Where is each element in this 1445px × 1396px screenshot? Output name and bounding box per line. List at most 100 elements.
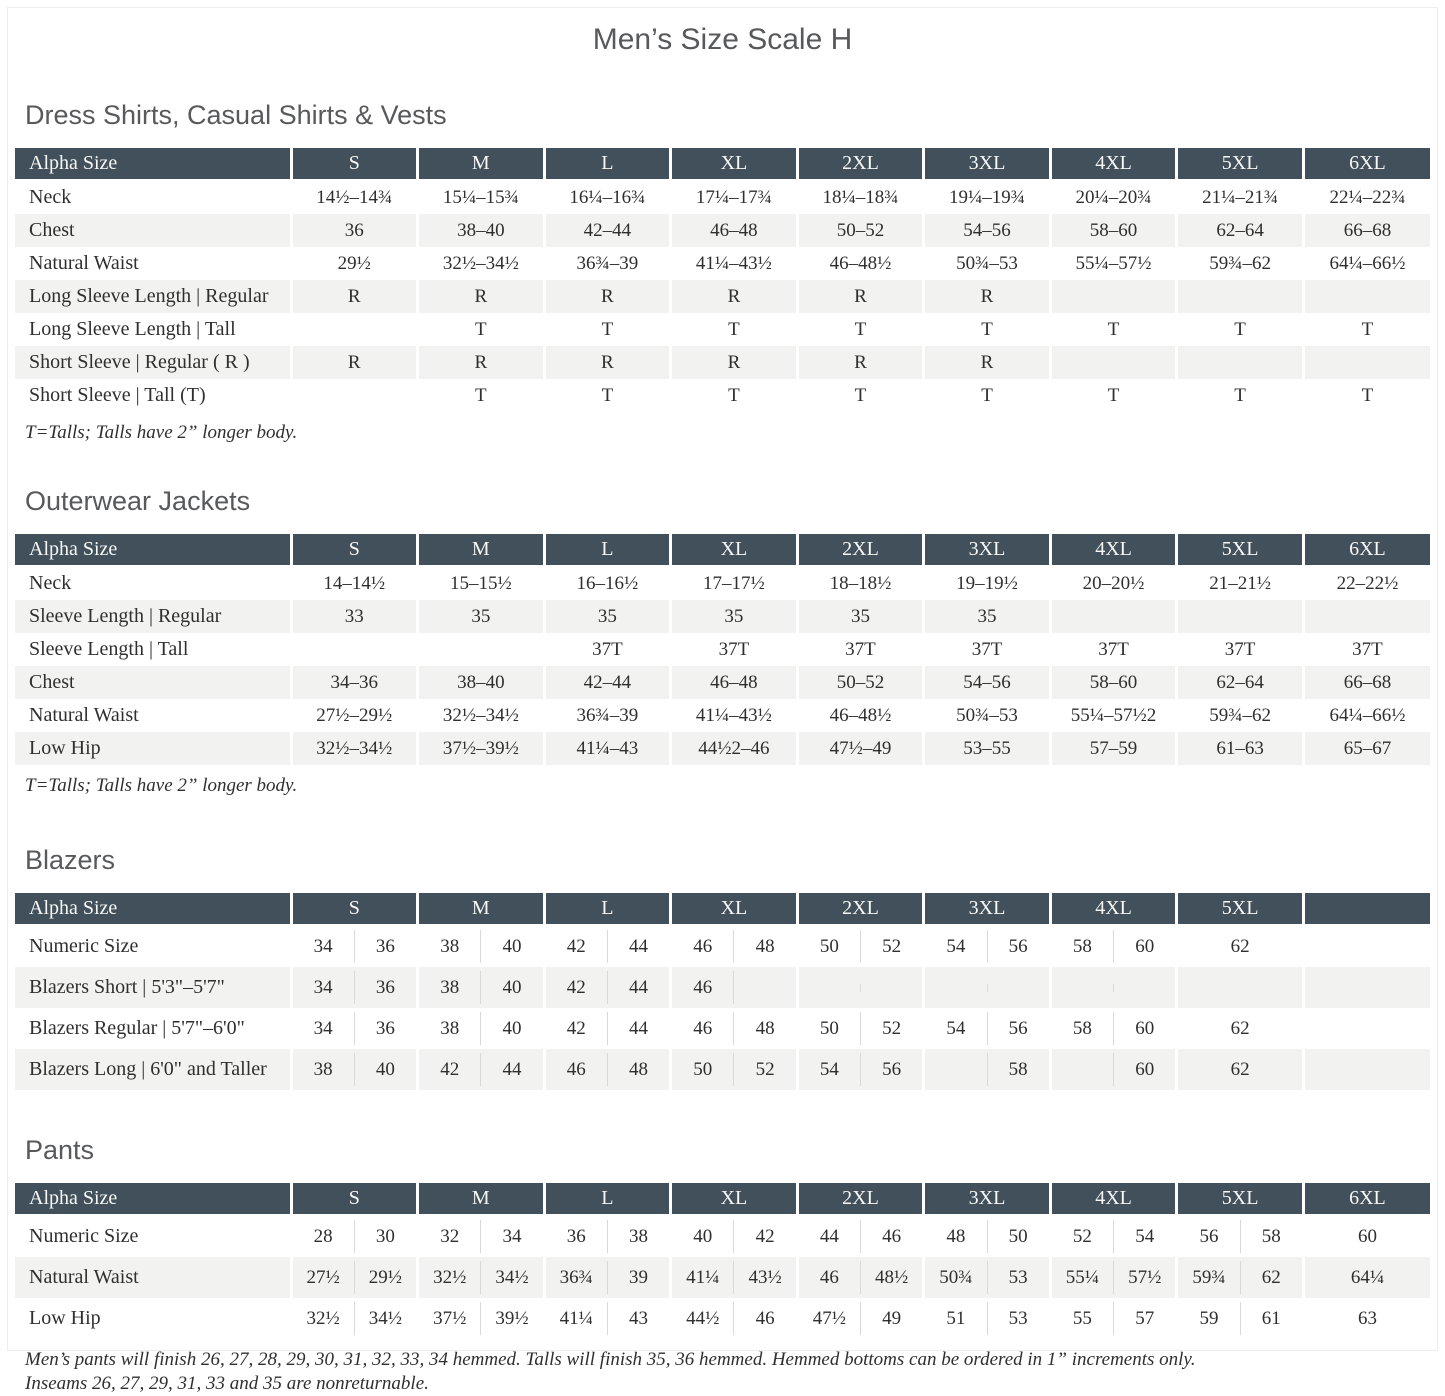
table-row: Blazers Long | 6'0" and Taller 38 40 42 44 46… [15, 1049, 1430, 1090]
size-value-cell [1175, 280, 1304, 313]
size-value [1113, 983, 1175, 992]
size-value-cell: 37T [922, 633, 1051, 666]
size-value-cell: 55¼–57½ [1048, 247, 1177, 280]
size-value: 54 [819, 1059, 839, 1080]
size-value: 56 [986, 1012, 1049, 1045]
size-value-cell: 51 53 [922, 1298, 1051, 1339]
column-header: 6XL [1301, 148, 1430, 181]
size-value: 48 [946, 1226, 966, 1247]
table-row: Numeric Size 34 36 38 40 42 44 46 48 50 52 54 56 58 60… [15, 925, 1430, 967]
size-value-cell: 57–59 [1048, 732, 1177, 765]
size-value: 56 [859, 1053, 922, 1086]
size-value: 39½ [480, 1302, 542, 1335]
size-value: 48 [606, 1053, 669, 1086]
section-heading: Pants [25, 1135, 95, 1165]
column-header: L [542, 148, 671, 181]
size-value [799, 984, 860, 992]
size-value: 54 [946, 936, 966, 957]
table-footnote: T=Talls; Talls have 2” longer body. [25, 775, 298, 796]
size-value-cell: 42 44 [542, 925, 671, 967]
size-value-cell: 66–68 [1301, 666, 1430, 699]
column-header: XL [669, 893, 798, 926]
size-value-cell: 62 [1175, 1008, 1304, 1049]
size-value-cell: 36 38 [542, 1215, 671, 1257]
size-value [733, 971, 795, 1004]
size-value: 46 [693, 977, 713, 998]
size-value: 27½ [306, 1267, 340, 1288]
size-value: 41¼ [686, 1267, 720, 1288]
size-value: 32½ [306, 1308, 340, 1329]
size-value [986, 983, 1049, 992]
size-value: 53 [986, 1302, 1049, 1335]
row-label: Short Sleeve | Tall (T) [29, 384, 206, 406]
size-value-cell: 59 61 [1175, 1298, 1304, 1339]
column-header: 4XL [1048, 893, 1177, 926]
size-value: 32 [440, 1226, 460, 1247]
size-value-cell [1175, 967, 1304, 1008]
size-value-cell: 58 60 [1048, 925, 1177, 967]
size-value-cell: 46–48½ [795, 699, 924, 732]
column-header: Alpha Size [15, 148, 291, 181]
size-value-cell: 36 [289, 214, 418, 247]
size-value: 50 [819, 936, 839, 957]
size-value-cell: 42 44 [416, 1049, 545, 1090]
size-value-cell: 59¾ 62 [1175, 1257, 1304, 1298]
size-value-cell [1301, 346, 1430, 379]
pants-table-holder: Alpha Size S M L XL 2XL 3XL 4XL 5XL 6XL Numeric Si… [15, 1183, 1430, 1339]
table-row: Chest 34–36 38–40 42–44 46–48 50–52 54–56 58–60… [15, 666, 1430, 699]
table-row: Blazers Regular | 5'7"–6'0" 34 36 38 40 42 44 4… [15, 1008, 1430, 1049]
size-value: 44 [606, 1012, 669, 1045]
size-value-cell: 35 [669, 600, 798, 633]
size-value: 60 [1113, 930, 1175, 963]
row-label: Blazers Regular | 5'7"–6'0" [29, 1017, 245, 1039]
table-row: Natural Waist 27½–29½ 32½–34½ 36¾–39 41¼–43½… [15, 699, 1430, 732]
size-value-cell: 50–52 [795, 214, 924, 247]
row-label: Sleeve Length | Tall [29, 638, 189, 660]
size-value-cell: 14½–14¾ [289, 180, 418, 214]
table-row: Blazers Short | 5'3"–5'7" 34 36 38 40 42 44 46 [15, 967, 1430, 1008]
table-footnote: Men’s pants will finish 26, 27, 28, 29, … [25, 1349, 1196, 1370]
size-value [1052, 1053, 1113, 1086]
size-value-cell: R [795, 346, 924, 379]
row-label: Low Hip [15, 732, 291, 765]
table-row: Neck 14½–14¾ 15¼–15¾ 16¼–16¾ 17¼–17¾ 18¼–18¾ 1… [15, 180, 1430, 214]
size-value-cell: 41¼ 43½ [669, 1257, 798, 1298]
size-value-cell: R [542, 346, 671, 379]
size-value: 57 [1113, 1302, 1175, 1335]
size-value-cell [922, 967, 1051, 1008]
size-value-cell: T [1175, 313, 1304, 346]
size-value-cell: 46 48 [669, 925, 798, 967]
size-value-cell: 36¾ 39 [542, 1257, 671, 1298]
column-header: 5XL [1175, 148, 1304, 181]
size-value [925, 984, 986, 992]
column-header: XL [669, 1183, 798, 1216]
size-value-cell: T [669, 379, 798, 412]
size-value: 46 [693, 1018, 713, 1039]
size-value-cell: 40 42 [669, 1215, 798, 1257]
size-value: 52 [1072, 1226, 1092, 1247]
row-label: Blazers Short | 5'3"–5'7" [15, 967, 291, 1008]
size-value: 50¾ [939, 1267, 973, 1288]
size-value: 36 [353, 971, 416, 1004]
size-value-cell: 56 58 [1175, 1215, 1304, 1257]
size-value-cell: T [1301, 313, 1430, 346]
size-value-cell: 50 52 [795, 1008, 924, 1049]
size-value-cell: 54 56 [922, 925, 1051, 967]
size-value: 50 [986, 1220, 1049, 1253]
size-value-cell: 37T [1175, 633, 1304, 666]
size-value-cell: 35 [795, 600, 924, 633]
size-value: 53 [986, 1261, 1049, 1294]
size-value: 34 [313, 977, 333, 998]
column-header: 4XL [1048, 148, 1177, 181]
size-value: 40 [480, 1012, 542, 1045]
size-value [859, 983, 922, 992]
size-value: 34 [313, 1018, 333, 1039]
size-value-cell: 28 30 [289, 1215, 418, 1257]
size-value-cell: 46 48 [542, 1049, 671, 1090]
size-value-cell: 50¾–53 [922, 247, 1051, 280]
size-value-cell: 46 48½ [795, 1257, 924, 1298]
row-label: Neck [29, 572, 72, 594]
size-value-cell: 55¼–57½2 [1048, 699, 1177, 732]
size-value-cell: 60 [1301, 1215, 1430, 1257]
size-value-cell: 58 [922, 1049, 1051, 1090]
